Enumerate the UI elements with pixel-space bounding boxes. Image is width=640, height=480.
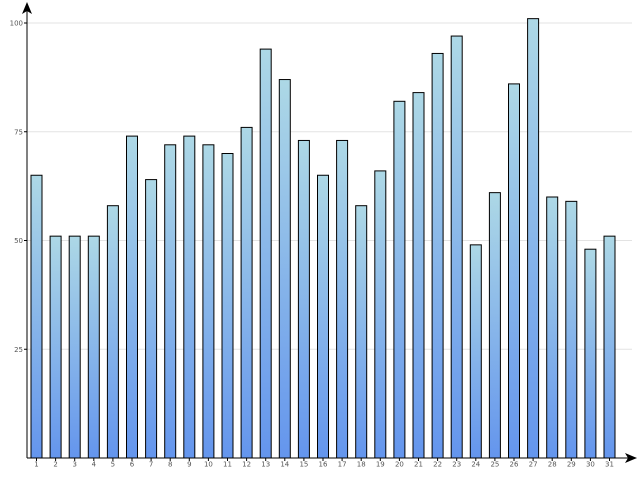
x-tick-label: 15 xyxy=(299,461,308,469)
x-tick-label: 23 xyxy=(452,461,461,469)
x-tick-label: 16 xyxy=(319,461,328,469)
bar-10 xyxy=(202,144,215,459)
bar-16 xyxy=(317,174,329,459)
x-tick-label: 30 xyxy=(586,461,595,469)
x-tick-label: 28 xyxy=(548,461,557,469)
bar-14 xyxy=(278,79,291,459)
bar-9 xyxy=(183,135,196,459)
x-tick-label: 22 xyxy=(433,461,442,469)
x-tick-label: 18 xyxy=(357,461,366,469)
y-tick-label: 50 xyxy=(14,237,23,245)
axes xyxy=(22,2,637,463)
x-tick-label: 12 xyxy=(242,461,251,469)
x-tick-label: 1 xyxy=(34,461,38,469)
x-tick-label: 21 xyxy=(414,461,423,469)
x-tick-label: 26 xyxy=(510,461,519,469)
bar-27 xyxy=(527,18,540,459)
x-tick-label: 24 xyxy=(471,461,480,469)
x-tick-label: 3 xyxy=(72,461,76,469)
bar-29 xyxy=(565,200,578,459)
x-tick-label: 4 xyxy=(92,461,97,469)
bar-5 xyxy=(106,205,119,459)
bar-18 xyxy=(355,205,368,459)
bar-19 xyxy=(374,170,387,459)
bar-25 xyxy=(488,192,501,459)
x-tick-label: 11 xyxy=(223,461,232,469)
bar-13 xyxy=(259,48,272,459)
x-tick-label: 8 xyxy=(168,461,172,469)
bar-30 xyxy=(584,248,597,459)
y-tick-label: 25 xyxy=(14,346,23,354)
bar-11 xyxy=(221,153,234,459)
bar-21 xyxy=(412,92,425,459)
bar-2 xyxy=(49,235,62,459)
bar-6 xyxy=(126,135,138,459)
x-tick-label: 10 xyxy=(204,461,213,469)
bar-26 xyxy=(508,83,520,459)
bar-8 xyxy=(164,144,177,459)
x-tick-label: 7 xyxy=(149,461,153,469)
bar-17 xyxy=(336,139,349,459)
x-axis-arrow-icon xyxy=(625,453,637,463)
y-tick-label: 100 xyxy=(10,20,23,28)
bar-24 xyxy=(469,244,482,459)
bar-31 xyxy=(603,235,616,459)
bars xyxy=(30,18,616,459)
bar-23 xyxy=(450,35,463,459)
x-tick-label: 17 xyxy=(338,461,347,469)
y-axis-arrow-icon xyxy=(22,2,32,14)
x-tick-label: 2 xyxy=(53,461,57,469)
bar-28 xyxy=(546,196,559,459)
x-tick-label: 13 xyxy=(261,461,270,469)
x-tick-label: 9 xyxy=(187,461,191,469)
x-tick-label: 5 xyxy=(111,461,115,469)
x-tick-label: 29 xyxy=(567,461,576,469)
x-tick-label: 27 xyxy=(529,461,538,469)
x-tick-label: 14 xyxy=(280,461,289,469)
x-tick-label: 31 xyxy=(605,461,614,469)
y-tick-label: 75 xyxy=(14,128,23,136)
bar-22 xyxy=(431,52,444,459)
bar-12 xyxy=(240,126,253,459)
x-tick-label: 6 xyxy=(130,461,135,469)
bar-20 xyxy=(393,100,406,459)
bar-7 xyxy=(145,179,158,459)
x-axis-ticks: 1 2 3 4 5 6 7 8 9 10 11 12 13 14 15 16 17 18 19 20 21 22 23 24 2… xyxy=(34,458,614,469)
bar-1 xyxy=(30,174,43,459)
bar-3 xyxy=(68,235,81,459)
bar-15 xyxy=(297,139,310,459)
x-tick-label: 25 xyxy=(490,461,499,469)
x-tick-label: 20 xyxy=(395,461,404,469)
x-tick-label: 19 xyxy=(376,461,385,469)
y-axis-ticks: 25 50 75 100 xyxy=(10,20,27,354)
bar-4 xyxy=(87,235,100,459)
